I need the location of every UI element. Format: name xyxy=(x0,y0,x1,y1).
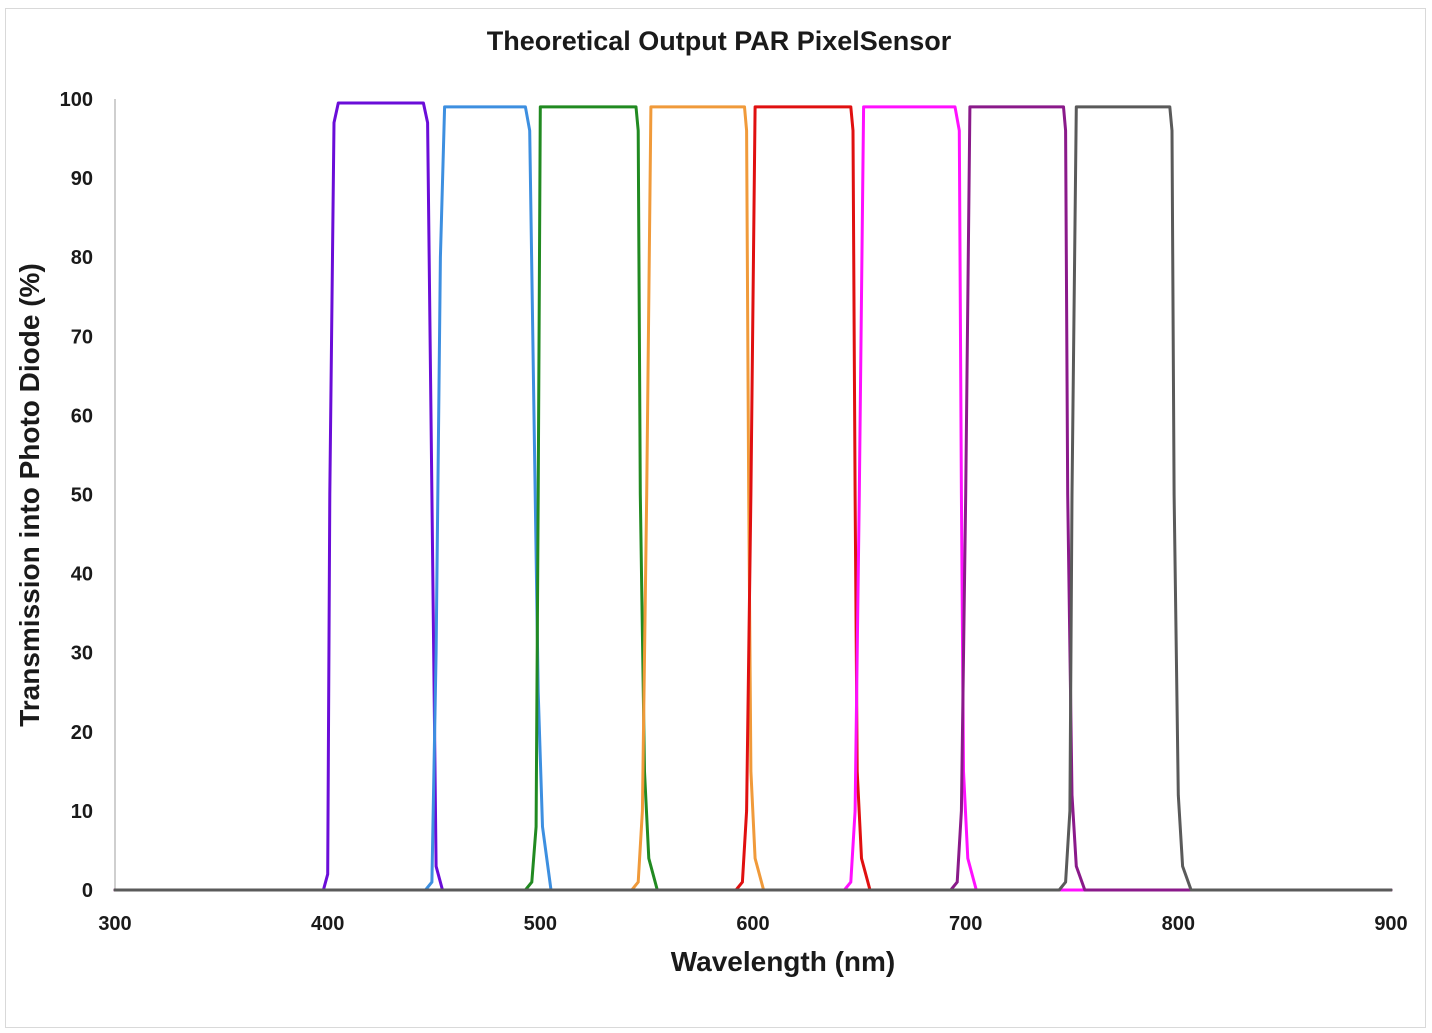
y-tick-label: 70 xyxy=(71,326,93,348)
series-line-1 xyxy=(113,101,1393,892)
chart-title: Theoretical Output PAR PixelSensor xyxy=(486,26,952,56)
y-tick-label: 30 xyxy=(71,643,93,665)
x-tick-label: 800 xyxy=(1162,913,1195,935)
series-line-5 xyxy=(113,105,1393,892)
x-axis-title: Wavelength (nm) xyxy=(670,946,896,977)
chart-frame xyxy=(5,8,1426,1028)
y-tick-label: 0 xyxy=(82,880,93,902)
series-line-2 xyxy=(113,105,1393,892)
y-tick-label: 60 xyxy=(71,405,93,427)
series-line-8 xyxy=(113,105,1393,892)
y-tick-label: 80 xyxy=(71,247,93,269)
y-tick-label: 50 xyxy=(71,485,93,507)
x-tick-label: 700 xyxy=(949,913,982,935)
x-tick-label: 300 xyxy=(98,913,131,935)
x-tick-label: 500 xyxy=(524,913,557,935)
x-tick-label: 600 xyxy=(736,913,769,935)
y-tick-label: 40 xyxy=(71,564,93,586)
y-tick-label: 90 xyxy=(71,168,93,190)
series-line-3 xyxy=(113,105,1393,892)
y-tick-label: 10 xyxy=(71,801,93,823)
series-line-6 xyxy=(113,105,1393,892)
series-line-7 xyxy=(113,105,1393,892)
y-tick-label: 100 xyxy=(60,89,93,111)
y-tick-label: 20 xyxy=(71,722,93,744)
x-tick-label: 400 xyxy=(311,913,344,935)
x-tick-label: 900 xyxy=(1374,913,1407,935)
series-line-4 xyxy=(113,105,1393,892)
